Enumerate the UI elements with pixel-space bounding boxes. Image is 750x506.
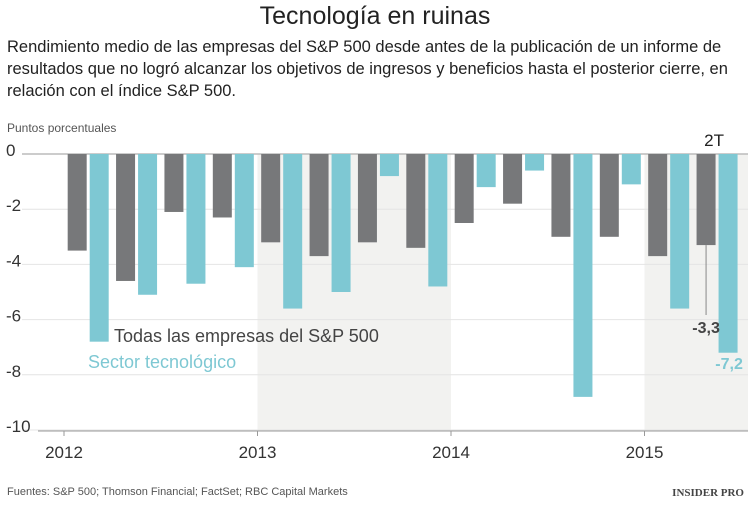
- bar-tech-0: [89, 154, 109, 342]
- bar-tech-10: [573, 154, 593, 397]
- bar-all-2: [164, 154, 184, 212]
- bar-tech-4: [283, 154, 303, 309]
- y-tick-label: -4: [6, 251, 21, 270]
- legend-tech: Sector tecnológico: [88, 352, 236, 372]
- bar-tech-2: [186, 154, 206, 284]
- bar-tech-3: [234, 154, 254, 268]
- bar-all-5: [309, 154, 329, 257]
- bar-all-10: [551, 154, 571, 237]
- bar-all-8: [454, 154, 474, 223]
- y-tick-label: -2: [6, 196, 21, 215]
- bar-all-7: [406, 154, 426, 248]
- x-tick-label: 2012: [45, 443, 83, 462]
- chart-title: Tecnología en ruinas: [259, 2, 491, 30]
- y-tick-label: -10: [6, 417, 31, 436]
- bar-all-1: [116, 154, 136, 281]
- y-tick-label: 0: [6, 141, 15, 160]
- legend-all: Todas las empresas del S&P 500: [114, 326, 379, 346]
- annotation-tech-value: -7,2: [715, 356, 743, 373]
- x-tick-label: 2015: [626, 443, 664, 462]
- bar-all-13: [696, 154, 716, 246]
- bar-tech-5: [331, 154, 351, 292]
- y-tick-label: -8: [6, 362, 21, 381]
- bar-tech-6: [379, 154, 399, 177]
- bar-all-12: [648, 154, 668, 257]
- bar-tech-8: [476, 154, 496, 188]
- bar-tech-12: [670, 154, 690, 309]
- chart-subtitle: Rendimiento medio de las empresas del S&…: [7, 38, 728, 100]
- quarter-label: 2T: [704, 131, 724, 150]
- bar-all-4: [261, 154, 281, 243]
- bar-all-0: [67, 154, 87, 251]
- x-tick-label: 2013: [239, 443, 277, 462]
- bar-all-9: [503, 154, 523, 204]
- bar-tech-13: [718, 154, 738, 353]
- bar-all-3: [212, 154, 232, 218]
- bar-tech-1: [138, 154, 158, 295]
- publisher-logo: INSIDER PRO: [672, 487, 744, 499]
- x-tick-label: 2014: [432, 443, 470, 462]
- annotation-all-value: -3,3: [692, 320, 720, 337]
- y-tick-label: -6: [6, 307, 21, 326]
- bar-tech-11: [621, 154, 641, 185]
- bar-tech-7: [428, 154, 448, 287]
- bar-tech-9: [525, 154, 545, 171]
- bar-all-11: [599, 154, 619, 237]
- source-note: Fuentes: S&P 500; Thomson Financial; Fac…: [7, 486, 348, 498]
- y-axis-label: Puntos porcentuales: [7, 121, 116, 135]
- bar-all-6: [357, 154, 377, 243]
